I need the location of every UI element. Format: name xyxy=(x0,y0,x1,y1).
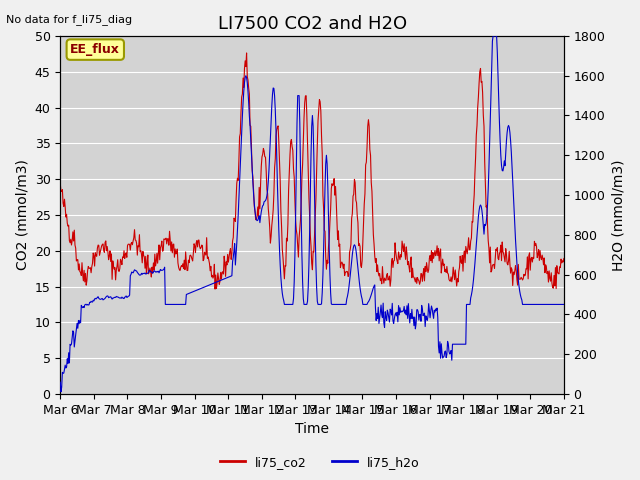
Y-axis label: CO2 (mmol/m3): CO2 (mmol/m3) xyxy=(15,159,29,270)
Text: No data for f_li75_diag: No data for f_li75_diag xyxy=(6,14,132,25)
Legend: li75_co2, li75_h2o: li75_co2, li75_h2o xyxy=(215,451,425,474)
X-axis label: Time: Time xyxy=(295,422,329,436)
Y-axis label: H2O (mmol/m3): H2O (mmol/m3) xyxy=(611,159,625,271)
Title: LI7500 CO2 and H2O: LI7500 CO2 and H2O xyxy=(218,15,406,33)
Text: EE_flux: EE_flux xyxy=(70,43,120,56)
